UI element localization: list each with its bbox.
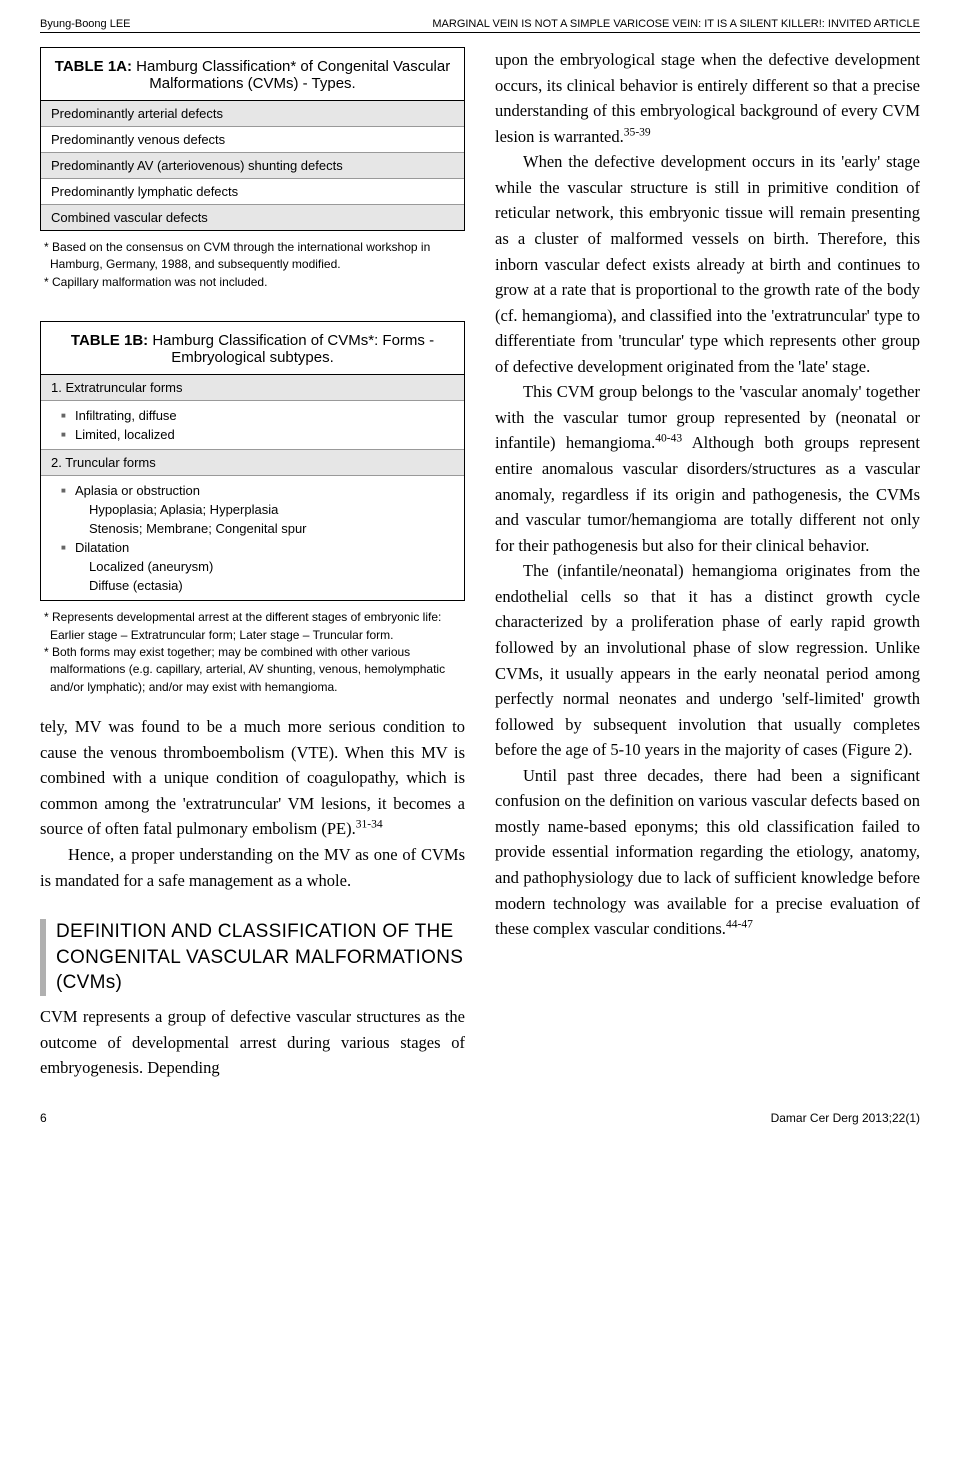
- page-footer: 6 Damar Cer Derg 2013;22(1): [40, 1111, 920, 1125]
- heading-text: DEFINITION AND CLASSIFICATION OF THE CON…: [56, 919, 465, 996]
- heading-bar-icon: [40, 919, 46, 996]
- header-author: Byung-Boong LEE: [40, 18, 131, 30]
- note-line: * Represents developmental arrest at the…: [42, 609, 465, 644]
- page-number: 6: [40, 1111, 47, 1125]
- table-1a: TABLE 1A: Hamburg Classification* of Con…: [40, 47, 465, 231]
- table-row: Predominantly AV (arteriovenous) shuntin…: [41, 153, 464, 179]
- table-row: Combined vascular defects: [41, 205, 464, 230]
- table-1b-title-text: Hamburg Classification of CVMs*: Forms -…: [152, 332, 434, 366]
- table-1b-note: * Represents developmental arrest at the…: [40, 609, 465, 696]
- list-item: Diffuse (ectasia): [61, 576, 454, 595]
- left-body-text: tely, MV was found to be a much more ser…: [40, 714, 465, 893]
- citation-sup: 40-43: [655, 433, 682, 445]
- note-line: * Both forms may exist together; may be …: [42, 644, 465, 696]
- table-1b-label: TABLE 1B:: [71, 332, 148, 349]
- paragraph: Until past three decades, there had been…: [495, 763, 920, 942]
- paragraph: CVM represents a group of defective vasc…: [40, 1004, 465, 1081]
- header-title: MARGINAL VEIN IS NOT A SIMPLE VARICOSE V…: [432, 18, 920, 30]
- left-body-text-2: CVM represents a group of defective vasc…: [40, 1004, 465, 1081]
- table-row: Aplasia or obstruction Hypoplasia; Aplas…: [41, 476, 464, 600]
- journal-citation: Damar Cer Derg 2013;22(1): [771, 1111, 920, 1125]
- table-1a-note: * Based on the consensus on CVM through …: [40, 239, 465, 291]
- table-1b: TABLE 1B: Hamburg Classification of CVMs…: [40, 321, 465, 601]
- table-row: Infiltrating, diffuse Limited, localized: [41, 401, 464, 450]
- paragraph: upon the embryological stage when the de…: [495, 47, 920, 149]
- table-row: Predominantly lymphatic defects: [41, 179, 464, 205]
- page-header: Byung-Boong LEE MARGINAL VEIN IS NOT A S…: [40, 18, 920, 33]
- paragraph: The (infantile/neonatal) hemangioma orig…: [495, 558, 920, 763]
- citation-sup: 35-39: [624, 126, 651, 138]
- table-1a-label: TABLE 1A:: [55, 58, 132, 75]
- list-item: Dilatation: [61, 538, 454, 557]
- section-heading: DEFINITION AND CLASSIFICATION OF THE CON…: [40, 919, 465, 996]
- table-row: Predominantly arterial defects: [41, 101, 464, 127]
- table-1a-title: TABLE 1A: Hamburg Classification* of Con…: [41, 48, 464, 101]
- list-item: Limited, localized: [61, 425, 454, 444]
- table-1a-title-text: Hamburg Classification* of Congenital Va…: [136, 58, 450, 92]
- table-section-header: 1. Extratruncular forms: [41, 375, 464, 401]
- list-item: Localized (aneurysm): [61, 557, 454, 576]
- paragraph: When the defective development occurs in…: [495, 149, 920, 379]
- table-row: Predominantly venous defects: [41, 127, 464, 153]
- paragraph: tely, MV was found to be a much more ser…: [40, 714, 465, 842]
- right-column: upon the embryological stage when the de…: [495, 47, 920, 1081]
- paragraph: Hence, a proper understanding on the MV …: [40, 842, 465, 893]
- note-line: * Based on the consensus on CVM through …: [42, 239, 465, 274]
- citation-sup: 31-34: [356, 819, 383, 831]
- list-item: Hypoplasia; Aplasia; Hyperplasia: [61, 500, 454, 519]
- list-item: Aplasia or obstruction: [61, 481, 454, 500]
- paragraph: This CVM group belongs to the 'vascular …: [495, 379, 920, 558]
- note-line: * Capillary malformation was not include…: [42, 274, 465, 291]
- list-item: Infiltrating, diffuse: [61, 406, 454, 425]
- table-1b-title: TABLE 1B: Hamburg Classification of CVMs…: [41, 322, 464, 375]
- table-section-header: 2. Truncular forms: [41, 450, 464, 476]
- list-item: Stenosis; Membrane; Congenital spur: [61, 519, 454, 538]
- left-column: TABLE 1A: Hamburg Classification* of Con…: [40, 47, 465, 1081]
- citation-sup: 44-47: [726, 919, 753, 931]
- two-column-layout: TABLE 1A: Hamburg Classification* of Con…: [40, 47, 920, 1081]
